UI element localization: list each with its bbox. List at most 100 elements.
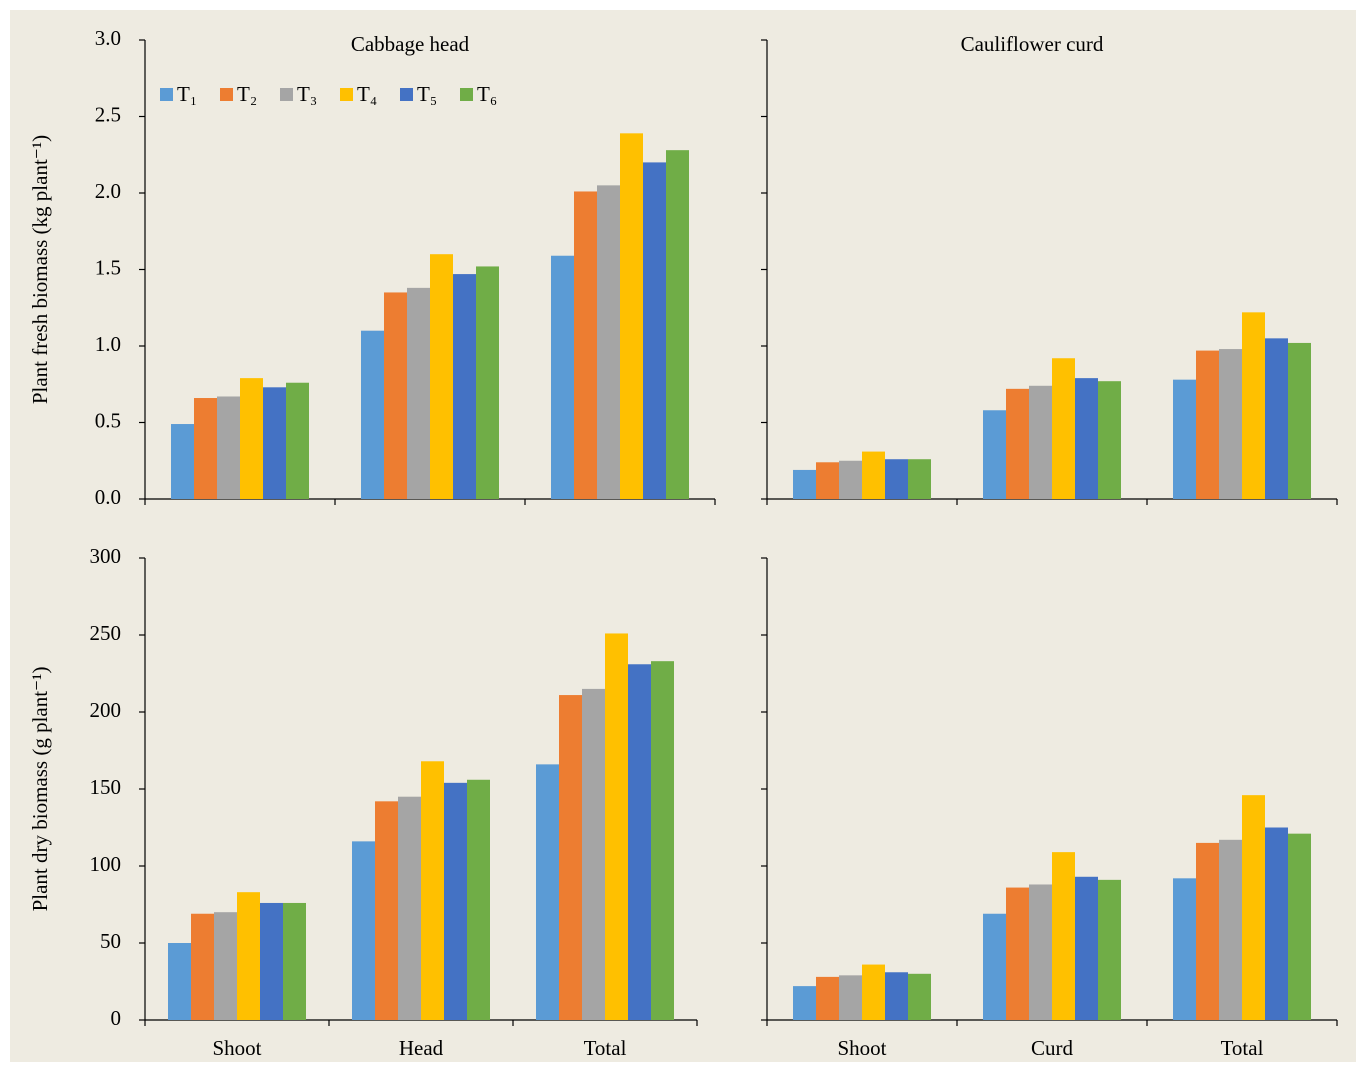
bar bbox=[908, 973, 931, 1020]
bar bbox=[1052, 852, 1075, 1020]
legend-swatch bbox=[160, 88, 173, 101]
bar bbox=[816, 976, 839, 1020]
bar bbox=[430, 254, 453, 499]
x-tick-label: Shoot bbox=[837, 1036, 886, 1060]
chart-title: Cabbage head bbox=[351, 32, 470, 56]
x-tick-label: Total bbox=[1221, 1036, 1264, 1060]
bar bbox=[536, 764, 559, 1020]
legend-label: T₄ bbox=[357, 82, 377, 106]
bar bbox=[862, 451, 885, 499]
y-tick-label: 2.5 bbox=[95, 102, 121, 126]
legend-swatch bbox=[220, 88, 233, 101]
y-tick-label: 250 bbox=[90, 621, 122, 645]
bar bbox=[1098, 879, 1121, 1020]
bar bbox=[1288, 833, 1311, 1020]
bar bbox=[453, 274, 476, 499]
bar bbox=[1219, 349, 1242, 499]
bar bbox=[1219, 839, 1242, 1020]
y-tick-label: 1.0 bbox=[95, 332, 121, 356]
bar bbox=[628, 664, 651, 1020]
bar bbox=[237, 892, 260, 1020]
bar bbox=[1029, 385, 1052, 499]
bar bbox=[839, 460, 862, 499]
bar bbox=[908, 459, 931, 499]
bar bbox=[620, 133, 643, 499]
y-axis-label: Plant dry biomass (g plant⁻¹) bbox=[28, 667, 52, 912]
bar bbox=[286, 382, 309, 499]
bar bbox=[191, 913, 214, 1020]
bar bbox=[816, 462, 839, 499]
bar bbox=[375, 801, 398, 1020]
legend-label: T₁ bbox=[177, 82, 197, 106]
bar bbox=[1173, 878, 1196, 1020]
x-tick-label: Head bbox=[399, 1036, 444, 1060]
bar bbox=[582, 688, 605, 1020]
bar bbox=[1288, 342, 1311, 499]
y-tick-label: 50 bbox=[100, 929, 121, 953]
legend-swatch bbox=[460, 88, 473, 101]
bar bbox=[398, 796, 421, 1020]
bar bbox=[476, 266, 499, 499]
legend-label: T₅ bbox=[417, 82, 437, 106]
x-tick-label: Curd bbox=[1031, 1036, 1074, 1060]
bar bbox=[559, 695, 582, 1020]
y-tick-label: 3.0 bbox=[95, 26, 121, 50]
bar bbox=[574, 191, 597, 499]
bar bbox=[283, 902, 306, 1020]
bar bbox=[1242, 312, 1265, 499]
bar bbox=[551, 255, 574, 499]
legend-swatch bbox=[340, 88, 353, 101]
x-tick-label: Total bbox=[584, 1036, 627, 1060]
bar bbox=[862, 964, 885, 1020]
bar bbox=[1242, 795, 1265, 1020]
bar bbox=[217, 396, 240, 499]
y-axis-label: Plant fresh biomass (kg plant⁻¹) bbox=[28, 135, 52, 404]
bar bbox=[421, 761, 444, 1020]
bar bbox=[194, 398, 217, 499]
bar bbox=[1029, 884, 1052, 1020]
bar bbox=[1006, 887, 1029, 1020]
bar bbox=[168, 943, 191, 1020]
bar bbox=[1196, 842, 1219, 1020]
bar bbox=[361, 330, 384, 499]
bar bbox=[983, 913, 1006, 1020]
y-tick-label: 1.5 bbox=[95, 255, 121, 279]
y-tick-label: 100 bbox=[90, 852, 122, 876]
y-tick-label: 2.0 bbox=[95, 179, 121, 203]
bar bbox=[407, 287, 430, 499]
bar bbox=[1265, 827, 1288, 1020]
bar bbox=[1006, 388, 1029, 499]
y-tick-label: 0.5 bbox=[95, 408, 121, 432]
legend-label: T₆ bbox=[477, 82, 497, 106]
legend-label: T₂ bbox=[237, 82, 257, 106]
bar bbox=[1173, 379, 1196, 499]
bar bbox=[643, 162, 666, 499]
y-tick-label: 0.0 bbox=[95, 485, 121, 509]
bar bbox=[263, 387, 286, 499]
y-tick-label: 300 bbox=[90, 544, 122, 568]
legend-label: T₃ bbox=[297, 82, 317, 106]
bar bbox=[1265, 338, 1288, 499]
legend-swatch bbox=[280, 88, 293, 101]
bar bbox=[1052, 358, 1075, 499]
y-tick-label: 0 bbox=[111, 1006, 122, 1030]
bar bbox=[839, 975, 862, 1020]
bar bbox=[666, 150, 689, 499]
bar bbox=[885, 972, 908, 1020]
bar bbox=[1075, 876, 1098, 1020]
bar bbox=[793, 986, 816, 1020]
bar bbox=[793, 469, 816, 499]
bar bbox=[444, 782, 467, 1020]
x-tick-label: Shoot bbox=[212, 1036, 261, 1060]
y-tick-label: 150 bbox=[90, 775, 122, 799]
bar bbox=[260, 902, 283, 1020]
bar bbox=[1196, 350, 1219, 499]
bar bbox=[885, 459, 908, 499]
chart-title: Cauliflower curd bbox=[961, 32, 1104, 56]
bar bbox=[171, 424, 194, 499]
bar bbox=[605, 633, 628, 1020]
bar bbox=[467, 779, 490, 1020]
bar bbox=[1098, 381, 1121, 499]
bar bbox=[240, 378, 263, 499]
